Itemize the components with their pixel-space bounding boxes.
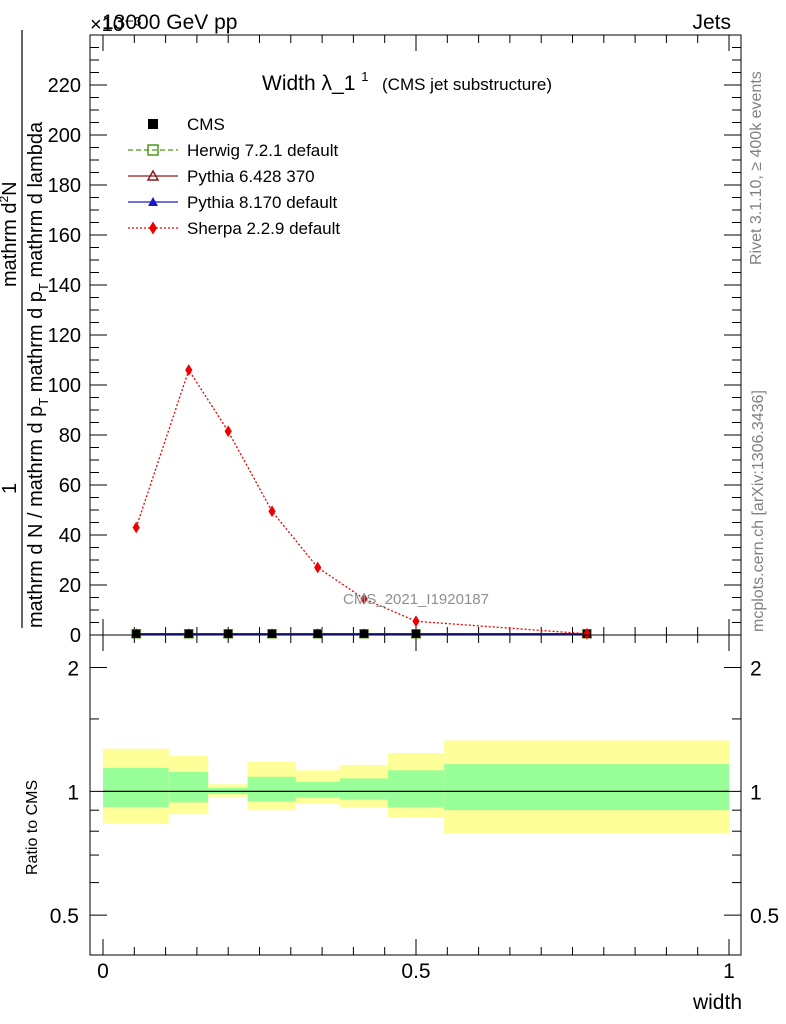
- main-y-tick-label: 220: [48, 75, 81, 97]
- data-point-sherpa-2-2-9-default: [132, 521, 140, 534]
- legend-entry-sherpa-2-2-9-default: Sherpa 2.2.9 default: [128, 219, 340, 238]
- ratio-y-tick-label-right: 0.5: [750, 905, 779, 928]
- y-label-den-sub: T: [36, 398, 51, 406]
- header-process: Jets: [692, 11, 731, 34]
- legend-label: Herwig 7.2.1 default: [187, 141, 338, 160]
- data-point-cms: [224, 629, 233, 638]
- analysis-watermark: CMS_2021_I1920187: [343, 591, 489, 608]
- legend-entry-cms: CMS: [148, 115, 225, 134]
- chart-title: Width λ_1 1: [262, 69, 368, 95]
- main-y-tick-label: 200: [48, 125, 81, 147]
- ratio-panel-bands: [103, 740, 729, 834]
- data-point-sherpa-2-2-9-default: [583, 627, 591, 640]
- ratio-inner-band-bin: [444, 764, 729, 811]
- data-point-cms: [412, 629, 420, 638]
- data-point-sherpa-2-2-9-default: [360, 592, 368, 605]
- legend-marker: [148, 119, 158, 129]
- data-point-cms: [184, 629, 193, 638]
- main-y-tick-label: 160: [48, 225, 81, 247]
- ratio-inner-band-bin: [295, 781, 340, 798]
- mcplots-label: mcplots.cern.ch [arXiv:1306.3436]: [750, 390, 767, 632]
- main-y-tick-label: 120: [48, 325, 81, 347]
- legend-marker: [148, 197, 158, 206]
- chart-subtitle: (CMS jet substructure): [382, 75, 552, 94]
- legend-entry-herwig-7-2-1-default: Herwig 7.2.1 default: [128, 141, 338, 160]
- ratio-inner-band-bin: [387, 770, 445, 808]
- ratio-y-axis-label: Ratio to CMS: [24, 780, 41, 875]
- data-point-cms: [268, 629, 277, 638]
- x-tick-label: 0.5: [401, 960, 430, 983]
- x-tick-label: 1: [723, 960, 735, 983]
- ratio-y-tick-label: 2: [67, 658, 79, 681]
- ratio-y-tick-label-right: 2: [750, 658, 762, 681]
- legend-label: Pythia 8.170 default: [187, 193, 338, 212]
- ratio-inner-band-bin: [339, 778, 388, 800]
- legend: CMS Herwig 7.2.1 default Pythia 6.428 370 P…: [128, 115, 340, 238]
- ratio-inner-band-bin: [247, 776, 296, 802]
- data-point-sherpa-2-2-9-default: [314, 561, 322, 574]
- legend-entry-pythia-6-428-370: Pythia 6.428 370: [128, 167, 315, 186]
- main-y-tick-label: 60: [59, 475, 81, 497]
- main-y-tick-label: 0: [70, 625, 81, 647]
- ratio-axis-ticks: 0.5 0.5 1 1 2 2 0 0.5 1: [50, 635, 779, 983]
- data-point-cms: [132, 629, 141, 638]
- y-label-num-main: mathrm d: [0, 203, 21, 287]
- main-y-tick-label: 180: [48, 175, 81, 197]
- legend-label: Pythia 6.428 370: [187, 167, 315, 186]
- legend-marker: [147, 144, 159, 156]
- ratio-y-tick-label-right: 1: [750, 781, 762, 804]
- ratio-inner-band-bin: [103, 767, 169, 808]
- x-tick-label: 0: [97, 960, 109, 983]
- ratio-panel-frame: [89, 634, 742, 956]
- main-y-axis-label: mathrm d2N mathrm d N / mathrm d pT math…: [0, 30, 51, 628]
- header-beam: 13000 GeV pp: [102, 11, 237, 34]
- y-label-num-sup: 2: [0, 196, 11, 203]
- legend-marker: [146, 169, 160, 181]
- data-point-sherpa-2-2-9-default: [185, 364, 193, 376]
- ratio-inner-band-bin: [168, 771, 209, 803]
- main-y-axis-ticks: 0 20 40 60 80 100 120 140 160 180 200 220: [48, 35, 741, 647]
- legend-label: Sherpa 2.2.9 default: [187, 219, 340, 238]
- main-y-tick-label: 100: [48, 375, 81, 397]
- y-label-den-end: mathrm d p: [25, 291, 47, 398]
- main-y-tick-label: 40: [59, 525, 81, 547]
- y-label-den-main: mathrm d N / mathrm d p: [25, 406, 47, 628]
- chart-title-sup: 1: [361, 69, 368, 84]
- data-point-cms: [360, 629, 369, 638]
- data-point-sherpa-2-2-9-default: [268, 505, 276, 518]
- y-label-prefix: 1: [0, 483, 21, 494]
- ratio-y-tick-label: 0.5: [50, 905, 79, 928]
- x-axis-label: width: [692, 991, 742, 1014]
- series-sherpa-2-2-9-default: [132, 364, 591, 640]
- y-label-denominator: mathrm d N / mathrm d pT mathrm d pT mat…: [25, 121, 51, 628]
- legend-label: CMS: [187, 115, 225, 134]
- y-label-den-tail: mathrm d lambda: [25, 121, 47, 283]
- y-label-den-sub2: T: [36, 283, 51, 291]
- data-point-sherpa-2-2-9-default: [224, 425, 232, 438]
- main-y-tick-label: 20: [59, 575, 81, 597]
- data-point-cms: [313, 629, 322, 638]
- legend-entry-pythia-8-170-default: Pythia 8.170 default: [128, 193, 338, 212]
- series-line-sherpa-2-2-9-default: [135, 368, 587, 635]
- legend-marker: [149, 221, 157, 235]
- rivet-label: Rivet 3.1.10, ≥ 400k events: [748, 71, 765, 265]
- main-y-tick-label: 80: [59, 425, 81, 447]
- y-label-numerator: mathrm d2N: [0, 181, 21, 287]
- ratio-y-tick-label: 1: [67, 781, 79, 804]
- y-label-num-end: N: [0, 181, 21, 195]
- main-y-tick-label: 140: [48, 275, 81, 297]
- header-exponent: ×10⁻³: [90, 14, 141, 36]
- chart-title-text: Width λ_1: [262, 72, 355, 95]
- data-point-sherpa-2-2-9-default: [412, 615, 420, 628]
- main-series-group: [130, 364, 593, 640]
